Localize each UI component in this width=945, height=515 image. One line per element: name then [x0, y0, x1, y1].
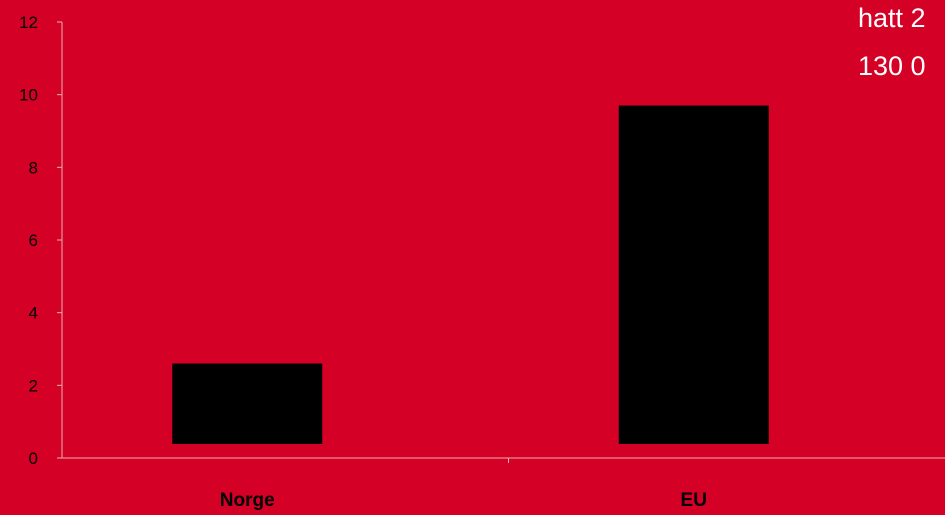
y-tick-label: 12 [19, 13, 38, 32]
y-tick-label: 4 [29, 304, 38, 323]
bar-eu [618, 105, 769, 445]
y-tick-label: 10 [19, 86, 38, 105]
overlay-line-2: 130 0 [858, 51, 926, 81]
y-tick-label: 6 [29, 231, 38, 250]
bars [172, 105, 769, 445]
y-tick-label: 2 [29, 376, 38, 395]
overlay-line-1: hatt 2 [858, 3, 926, 33]
bar-norge [172, 363, 323, 444]
category-label-norge: Norge [220, 490, 275, 511]
overlay-text: hatt 2 130 0 [858, 3, 926, 81]
y-axis-ticks: 0 2 4 6 8 10 12 [19, 13, 62, 468]
y-tick-label: 8 [29, 158, 38, 177]
y-tick-label: 0 [29, 449, 38, 468]
category-label-eu: EU [681, 490, 707, 511]
category-labels: Norge EU [220, 490, 707, 511]
